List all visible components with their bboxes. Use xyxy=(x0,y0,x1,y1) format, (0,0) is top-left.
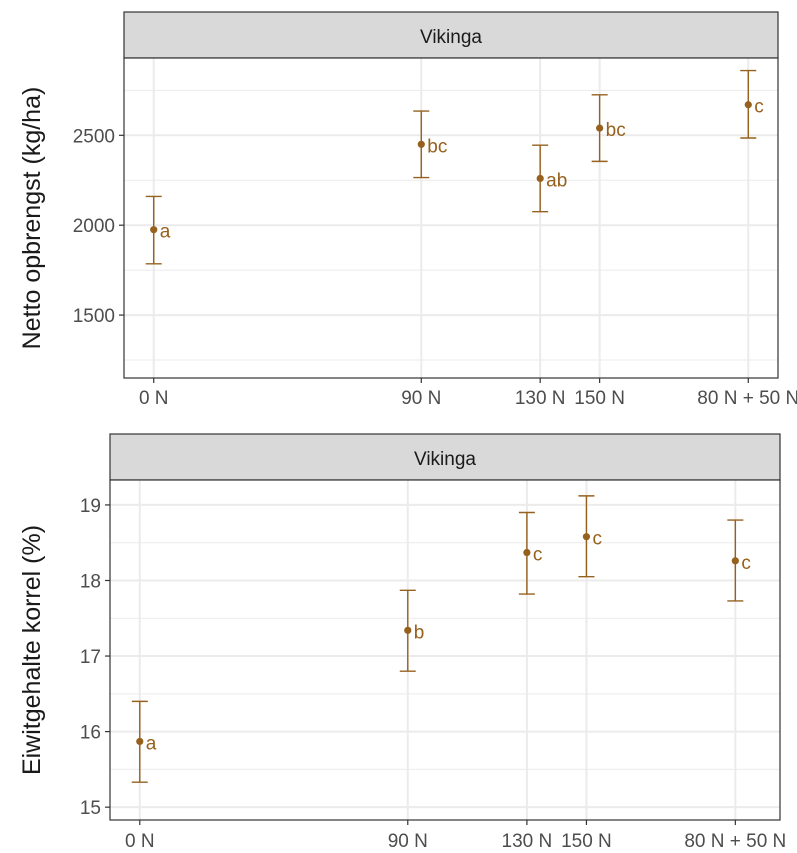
data-point xyxy=(417,140,425,148)
x-tick-label: 130 N xyxy=(515,388,566,409)
plot-border xyxy=(123,57,779,379)
x-tick-label: 150 N xyxy=(561,831,612,852)
group-letter-label: a xyxy=(160,222,171,243)
plot-border xyxy=(109,479,781,821)
facet-strip xyxy=(109,433,781,481)
y-tick-label: 15 xyxy=(80,798,101,819)
group-letter-label: a xyxy=(146,733,157,754)
group-letter-label: c xyxy=(754,97,764,118)
y-axis: 15 16 17 18 19 xyxy=(80,496,110,819)
y-axis-label: Eiwitgehalte korrel (%) xyxy=(18,525,46,775)
group-letter-label: c xyxy=(592,529,602,550)
x-tick-label: 0 N xyxy=(125,831,155,852)
chart-panel-protein: Vikinga a b c c c 15 16 17 18 19 0 N 90 N 130 N 150… xyxy=(18,433,786,852)
y-tick-label: 16 xyxy=(80,723,101,744)
x-tick-label: 0 N xyxy=(139,388,169,409)
y-tick-label: 2000 xyxy=(73,216,115,237)
facet-title: Vikinga xyxy=(414,449,476,470)
data-point xyxy=(523,548,531,557)
group-letter-label: ab xyxy=(546,170,567,191)
group-letter-label: bc xyxy=(427,136,447,157)
data-point xyxy=(404,626,412,634)
x-tick-label: 130 N xyxy=(502,831,553,852)
y-tick-label: 2500 xyxy=(73,126,115,147)
data-point xyxy=(731,557,739,565)
data-marks: a b c c c xyxy=(131,495,751,783)
x-axis: 0 N 90 N 130 N 150 N 80 N + 50 N xyxy=(125,820,786,852)
y-tick-label: 1500 xyxy=(73,306,115,327)
chart-panel-yield: Vikinga a bc ab bc c 1500 2000 2500 0 N 90 N 130… xyxy=(18,11,797,409)
y-axis-label: Netto opbrengst (kg/ha) xyxy=(18,87,46,350)
data-point xyxy=(536,174,544,183)
y-tick-label: 19 xyxy=(80,496,101,517)
plot-background xyxy=(124,58,778,378)
data-point xyxy=(136,737,144,746)
data-point xyxy=(596,124,604,132)
group-letter-label: b xyxy=(414,622,425,643)
data-point xyxy=(582,533,591,541)
x-tick-label: 150 N xyxy=(574,388,625,409)
x-tick-label: 90 N xyxy=(388,831,428,852)
facet-strip xyxy=(123,11,779,59)
y-axis: 1500 2000 2500 xyxy=(73,126,124,327)
y-tick-label: 18 xyxy=(80,571,101,592)
x-axis: 0 N 90 N 130 N 150 N 80 N + 50 N xyxy=(139,378,797,409)
x-tick-label: 90 N xyxy=(401,388,441,409)
plot-background xyxy=(110,480,780,820)
y-tick-label: 17 xyxy=(80,647,101,668)
x-tick-label: 80 N + 50 N xyxy=(684,831,786,852)
data-point xyxy=(150,226,158,234)
x-tick-label: 80 N + 50 N xyxy=(697,388,797,409)
facet-title: Vikinga xyxy=(420,27,482,48)
data-marks: a bc ab bc c xyxy=(145,69,764,265)
group-letter-label: c xyxy=(533,545,543,566)
group-letter-label: bc xyxy=(606,120,626,141)
group-letter-label: c xyxy=(741,553,751,574)
data-point xyxy=(744,101,752,109)
